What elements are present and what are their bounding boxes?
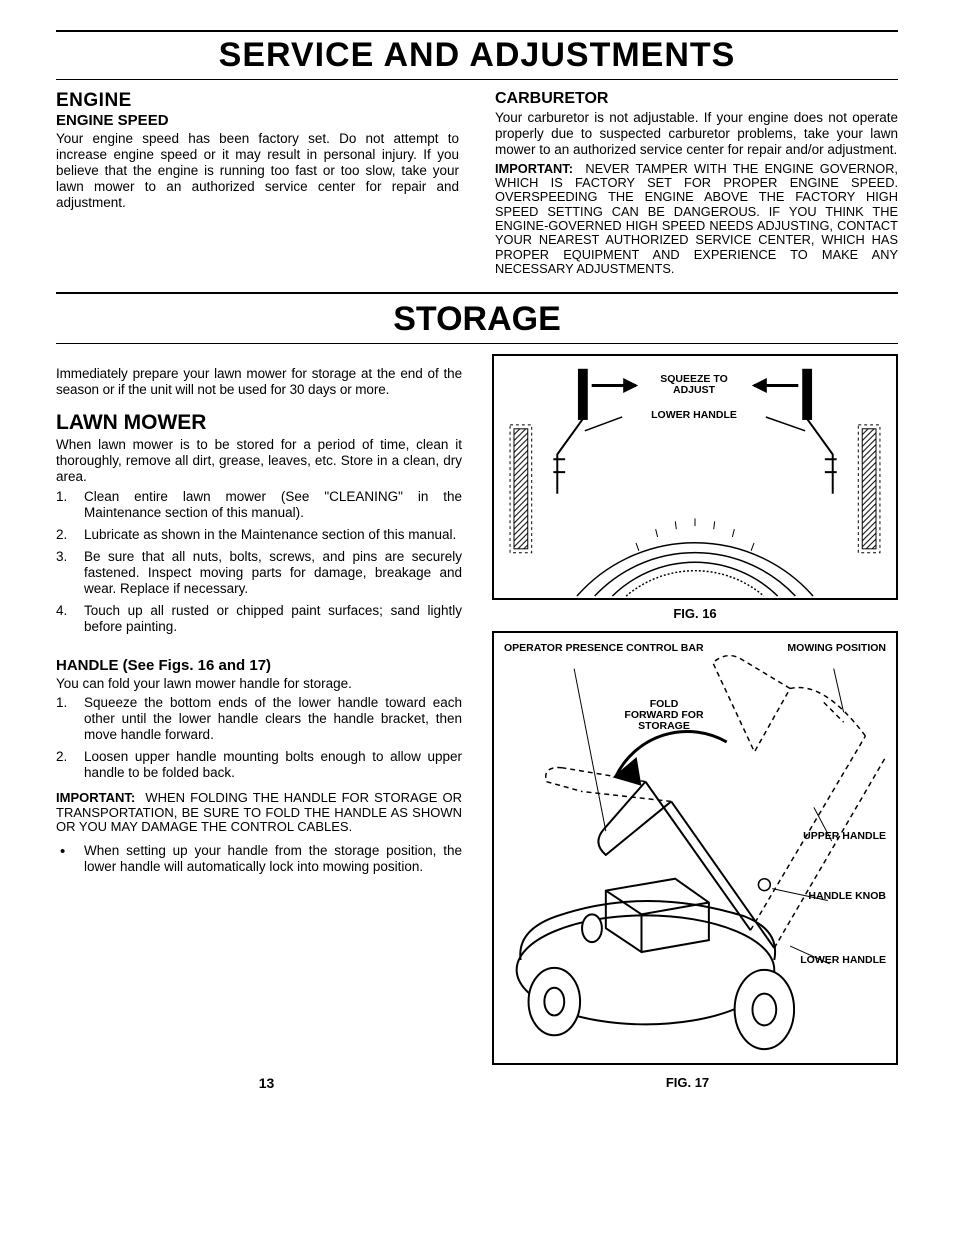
list-item: Lubricate as shown in the Maintenance se…	[56, 527, 462, 543]
storage-left-col: Immediately prepare your lawn mower for …	[56, 354, 462, 1065]
engine-speed-heading: ENGINE SPEED	[56, 112, 459, 129]
important-body-1: NEVER TAMPER WITH THE ENGINE GOVERNOR, W…	[495, 161, 898, 276]
carburetor-heading: CARBURETOR	[495, 90, 898, 108]
page-number: 13	[56, 1075, 477, 1100]
important-label-2: IMPORTANT:	[56, 790, 135, 805]
figure-16: SQUEEZE TO ADJUST LOWER HANDLE	[492, 354, 898, 600]
handle-important: IMPORTANT: WHEN FOLDING THE HANDLE FOR S…	[56, 791, 462, 835]
rule-under-title-1	[56, 79, 898, 80]
lawnmower-heading: LAWN MOWER	[56, 411, 462, 435]
engine-speed-body: Your engine speed has been factory set. …	[56, 131, 459, 211]
list-item: Clean entire lawn mower (See "CLEANING" …	[56, 489, 462, 521]
service-left-col: ENGINE ENGINE SPEED Your engine speed ha…	[56, 90, 459, 276]
title-storage: STORAGE	[56, 300, 898, 339]
list-item: Squeeze the bottom ends of the lower han…	[56, 695, 462, 743]
fig17-label-mowing: MOWING POSITION	[787, 643, 886, 654]
list-item: Touch up all rusted or chipped paint sur…	[56, 603, 462, 635]
fig16-label-lower-handle: LOWER HANDLE	[622, 410, 766, 421]
fig17-label-opbar: OPERATOR PRESENCE CONTROL BAR	[504, 643, 704, 654]
handle-body: You can fold your lawn mower handle for …	[56, 676, 462, 692]
important-label-1: IMPORTANT:	[495, 161, 573, 176]
list-item: Be sure that all nuts, bolts, screws, an…	[56, 549, 462, 597]
fig17-label-lower: LOWER HANDLE	[800, 955, 886, 966]
rule-top	[56, 30, 898, 32]
fig17-label-fold: FOLD FORWARD FOR STORAGE	[624, 699, 704, 732]
footer-row: 13 FIG. 17	[56, 1065, 898, 1100]
storage-intro: Immediately prepare your lawn mower for …	[56, 366, 462, 397]
rule-storage-top	[56, 292, 898, 294]
handle-heading: HANDLE (See Figs. 16 and 17)	[56, 657, 462, 674]
fig17-caption: FIG. 17	[477, 1075, 898, 1090]
handle-steps: Squeeze the bottom ends of the lower han…	[56, 695, 462, 781]
figure-17: OPERATOR PRESENCE CONTROL BAR MOWING POS…	[492, 631, 898, 1065]
carburetor-body: Your carburetor is not adjustable. If yo…	[495, 110, 898, 158]
service-columns: ENGINE ENGINE SPEED Your engine speed ha…	[56, 90, 898, 276]
carburetor-important: IMPORTANT: NEVER TAMPER WITH THE ENGINE …	[495, 162, 898, 277]
storage-right-col: SQUEEZE TO ADJUST LOWER HANDLE FIG. 16	[492, 354, 898, 1065]
handle-bullets: When setting up your handle from the sto…	[56, 843, 462, 875]
fig17-label-upper: UPPER HANDLE	[803, 831, 886, 842]
list-item: When setting up your handle from the sto…	[56, 843, 462, 875]
figure-17-svg	[494, 633, 896, 1063]
fig17-label-knob: HANDLE KNOB	[808, 891, 886, 902]
list-item: Loosen upper handle mounting bolts enoug…	[56, 749, 462, 781]
rule-under-title-2	[56, 343, 898, 344]
lawnmower-body: When lawn mower is to be stored for a pe…	[56, 437, 462, 485]
storage-columns: Immediately prepare your lawn mower for …	[56, 354, 898, 1065]
fig16-caption: FIG. 16	[492, 606, 898, 621]
lawnmower-steps: Clean entire lawn mower (See "CLEANING" …	[56, 489, 462, 634]
service-right-col: CARBURETOR Your carburetor is not adjust…	[495, 90, 898, 276]
fig16-label-squeeze: SQUEEZE TO ADJUST	[644, 374, 744, 396]
title-service: SERVICE AND ADJUSTMENTS	[56, 36, 898, 75]
engine-heading: ENGINE	[56, 90, 459, 112]
